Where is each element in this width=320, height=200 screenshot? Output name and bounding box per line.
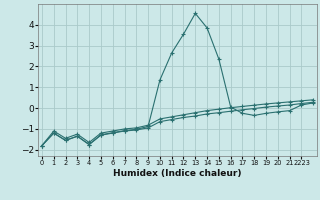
X-axis label: Humidex (Indice chaleur): Humidex (Indice chaleur) [113,169,242,178]
